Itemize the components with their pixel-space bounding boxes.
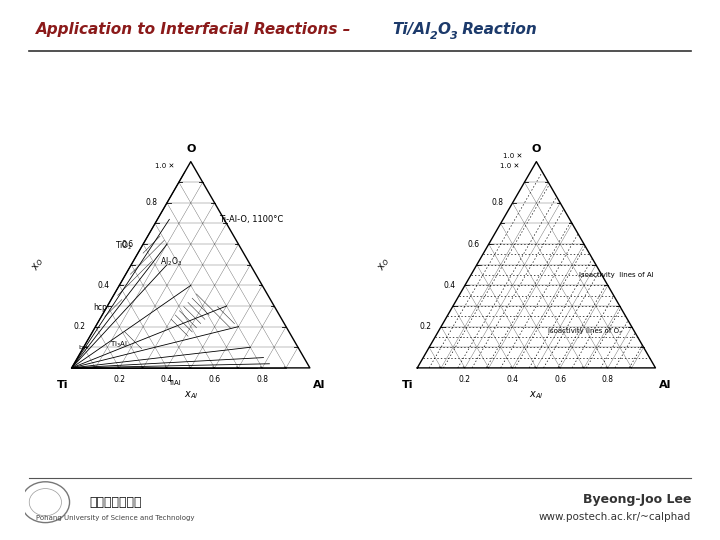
Text: 3: 3: [450, 31, 458, 41]
Text: 0.2: 0.2: [459, 375, 471, 384]
Text: Reaction: Reaction: [457, 22, 537, 37]
Text: 0.4: 0.4: [161, 375, 173, 384]
Text: $x_{Al}$: $x_{Al}$: [184, 389, 198, 401]
Text: O: O: [531, 145, 541, 154]
Text: 0.4: 0.4: [506, 375, 518, 384]
Text: 0.8: 0.8: [145, 198, 158, 207]
Text: 포항공과대학교: 포항공과대학교: [89, 496, 141, 509]
Text: Ti: Ti: [402, 380, 413, 390]
Text: isoactivity lines of Oₓ: isoactivity lines of Oₓ: [549, 328, 622, 334]
Text: 0.6: 0.6: [209, 375, 220, 384]
Text: Ti: Ti: [56, 380, 68, 390]
Text: 0.8: 0.8: [602, 375, 614, 384]
Text: Pohang University of Science and Technology: Pohang University of Science and Technol…: [36, 515, 194, 522]
Text: Byeong-Joo Lee: Byeong-Joo Lee: [582, 493, 691, 506]
Text: 0.2: 0.2: [420, 322, 431, 331]
Text: 0.8: 0.8: [491, 198, 503, 207]
Text: 1.0 ✕: 1.0 ✕: [503, 153, 522, 159]
Text: www.postech.ac.kr/~calphad: www.postech.ac.kr/~calphad: [539, 512, 691, 522]
Text: Ti/Al: Ti/Al: [392, 22, 431, 37]
Text: O: O: [186, 145, 195, 154]
Text: TiO$_2$: TiO$_2$: [115, 239, 133, 252]
Text: Isoactivity  lines of Al: Isoactivity lines of Al: [580, 272, 654, 278]
Text: Al$_2$O$_3$: Al$_2$O$_3$: [160, 256, 182, 268]
Text: 0.2: 0.2: [113, 375, 125, 384]
Text: hcp: hcp: [94, 303, 107, 312]
Text: 0.2: 0.2: [74, 322, 86, 331]
Text: Application to Interfacial Reactions –: Application to Interfacial Reactions –: [36, 22, 356, 37]
Text: 1.0 ✕: 1.0 ✕: [155, 164, 174, 170]
Text: 0.8: 0.8: [256, 375, 269, 384]
Text: 2: 2: [430, 31, 438, 41]
Text: 0.4: 0.4: [444, 281, 455, 290]
Text: Ti$_3$Al: Ti$_3$Al: [110, 340, 128, 350]
Text: Ti-Al-O, 1100°C: Ti-Al-O, 1100°C: [220, 215, 284, 224]
Text: Al: Al: [313, 380, 325, 390]
Text: 0.6: 0.6: [467, 240, 480, 248]
Text: $x_O$: $x_O$: [30, 256, 47, 273]
Text: $x_{Al}$: $x_{Al}$: [529, 389, 544, 401]
Text: 0.4: 0.4: [98, 281, 109, 290]
Text: O: O: [438, 22, 451, 37]
Text: 0.6: 0.6: [122, 240, 134, 248]
Text: 1.0 ✕: 1.0 ✕: [500, 164, 520, 170]
Text: TiAl: TiAl: [168, 380, 181, 386]
Text: bcc: bcc: [78, 346, 89, 350]
Text: $x_O$: $x_O$: [376, 256, 392, 273]
Text: Al: Al: [659, 380, 671, 390]
Text: 0.6: 0.6: [554, 375, 566, 384]
